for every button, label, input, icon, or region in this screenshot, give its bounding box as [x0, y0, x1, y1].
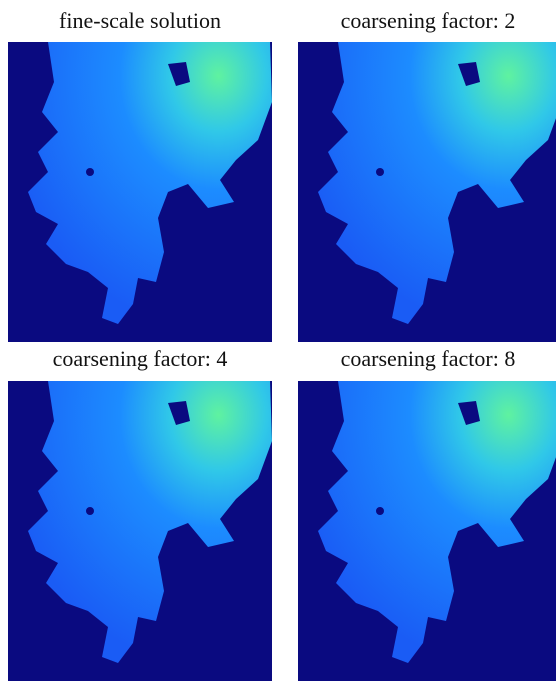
solution-image [298, 42, 556, 342]
solution-image [8, 42, 272, 342]
solution-image [298, 381, 556, 681]
panel-title: coarsening factor: 4 [8, 346, 272, 372]
figure: fine-scale solution coarsening factor: 2… [0, 0, 558, 681]
panel-title: coarsening factor: 2 [298, 8, 558, 34]
panel-title: coarsening factor: 8 [298, 346, 558, 372]
panel-title: fine-scale solution [8, 8, 272, 34]
solution-image [8, 381, 272, 681]
